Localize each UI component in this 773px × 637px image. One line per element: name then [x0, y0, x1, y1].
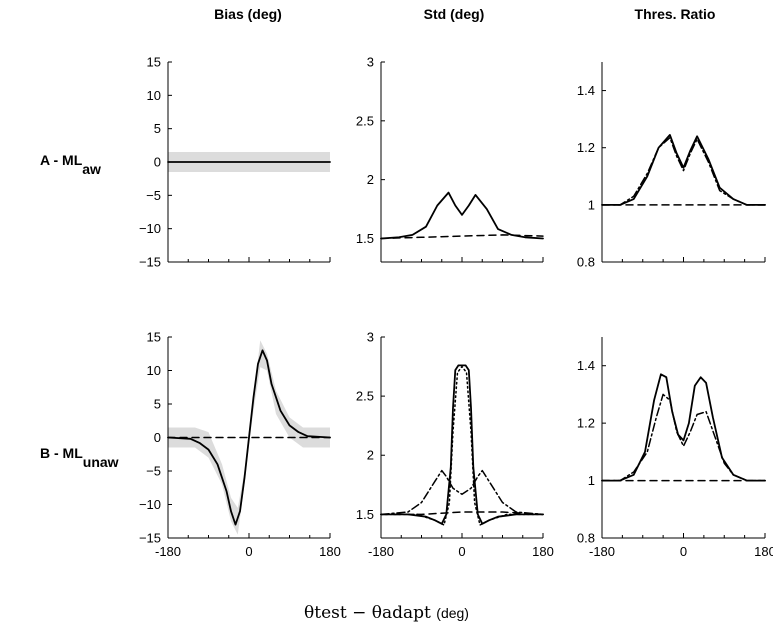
row-label-b-sub: unaw — [82, 454, 119, 470]
B-std-y-tick-label: 1.5 — [356, 507, 374, 522]
B-ratio-x-tick-label: 0 — [680, 544, 687, 559]
B-ratio-y-tick-label: 0.8 — [577, 531, 595, 546]
B-ratio-series-solid — [601, 373, 766, 482]
B-ratio-series-dashdot — [601, 393, 766, 482]
row-label-a-sub: aw — [82, 161, 101, 177]
B-ratio-y-tick-label: 1 — [588, 473, 595, 488]
A-ratio-y-tick-label: 1.4 — [577, 83, 595, 98]
A-bias-y-tick-label: 0 — [154, 155, 161, 170]
B-std-series-dotted — [380, 365, 544, 526]
A-bias-y-tick-label: 5 — [154, 121, 161, 136]
A-std-y-tick-label: 3 — [367, 55, 374, 70]
B-bias-y-tick-label: 5 — [154, 397, 161, 412]
B-std-x-tick-label: 0 — [458, 544, 465, 559]
row-label-b-main: B - ML — [40, 445, 83, 461]
row-label-b: B - MLunaw — [40, 445, 119, 470]
A-std-y-tick-label: 1.5 — [356, 231, 374, 246]
x-axis-label-unit: (deg) — [436, 605, 469, 621]
column-title-std: Std (deg) — [423, 6, 485, 22]
B-std-y-tick-label: 2.5 — [356, 389, 374, 404]
B-std-series-dashed — [380, 511, 544, 516]
B-bias-y-tick-label: −15 — [139, 531, 161, 546]
A-bias-y-tick-label: 15 — [147, 55, 161, 70]
B-std-y-tick-label: 2 — [367, 448, 374, 463]
B-bias-y-tick-label: 0 — [154, 430, 161, 445]
B-bias-y-tick-label: −10 — [139, 497, 161, 512]
A-bias-y-tick-label: −15 — [139, 255, 161, 270]
B-bias-y-tick-label: −5 — [146, 464, 161, 479]
B-bias-x-tick-label: -180 — [155, 544, 181, 559]
A-bias-y-tick-label: −10 — [139, 221, 161, 236]
B-bias-x-tick-label: 0 — [245, 544, 252, 559]
A-ratio-series-solid — [601, 133, 766, 206]
B-std-x-tick-label: -180 — [368, 544, 394, 559]
x-axis-label-math: θtest − θadapt — [304, 603, 431, 623]
A-bias-y-tick-label: 10 — [147, 88, 161, 103]
A-std-y-tick-label: 2.5 — [356, 113, 374, 128]
A-std-y-tick-label: 2 — [367, 172, 374, 187]
A-std-series-dashed — [380, 234, 544, 240]
B-ratio-y-tick-label: 1.4 — [577, 358, 595, 373]
B-std-series-solid — [380, 364, 544, 525]
B-ratio-x-tick-label: -180 — [589, 544, 615, 559]
x-axis-label: θtest − θadapt (deg) — [0, 603, 773, 623]
A-ratio-y-tick-label: 0.8 — [577, 255, 595, 270]
B-bias-y-tick-label: 10 — [147, 363, 161, 378]
A-ratio-y-tick-label: 1.2 — [577, 140, 595, 155]
column-title-bias: Bias (deg) — [214, 6, 282, 22]
column-title-ratio: Thres. Ratio — [634, 6, 716, 22]
B-ratio-x-tick-label: 180 — [754, 544, 773, 559]
B-bias-y-tick-label: 15 — [147, 330, 161, 345]
B-ratio-y-tick-label: 1.2 — [577, 416, 595, 431]
row-label-a: A - MLaw — [40, 152, 101, 177]
B-std-y-tick-label: 3 — [367, 330, 374, 345]
A-bias-y-tick-label: −5 — [146, 188, 161, 203]
A-std-series-solid — [380, 191, 544, 240]
B-std-series-dashdot — [380, 469, 544, 516]
B-bias-x-tick-label: 180 — [319, 544, 341, 559]
row-label-a-main: A - ML — [40, 152, 83, 168]
B-bias-series-solid — [167, 349, 331, 526]
A-ratio-y-tick-label: 1 — [588, 197, 595, 212]
A-ratio-series-dashdot — [601, 136, 766, 206]
B-std-x-tick-label: 180 — [532, 544, 554, 559]
